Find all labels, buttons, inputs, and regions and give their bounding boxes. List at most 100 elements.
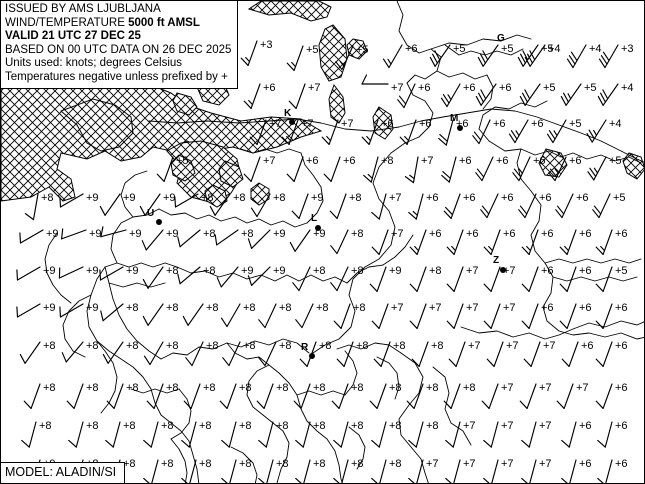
station-temperature: +6	[579, 302, 592, 314]
wind-barb	[220, 303, 241, 328]
station-temperature: +5	[613, 192, 626, 204]
station-temperature: +8	[43, 382, 56, 394]
station-temperature: +7	[301, 118, 314, 130]
station-temperature: +9	[273, 265, 286, 277]
city-dot	[315, 225, 321, 231]
header-line-valid: VALID 21 UTC 27 DEC 25	[5, 30, 141, 43]
station-temperature: +8	[429, 265, 442, 277]
city-dot	[500, 267, 506, 273]
wind-barb	[247, 229, 271, 249]
wind-barb	[363, 156, 379, 183]
station-temperature: +6	[429, 228, 442, 240]
station-temperature: +8	[126, 382, 139, 394]
wind-barb	[330, 229, 349, 255]
station-temperature: +6	[405, 43, 418, 55]
wind-barb	[258, 303, 277, 329]
wind-barb	[595, 383, 613, 410]
wind-barb	[333, 459, 349, 483]
station-temperature: +8	[276, 382, 289, 394]
wind-barb	[561, 341, 579, 368]
wind-barb	[483, 229, 501, 256]
station-temperature: +8	[276, 458, 289, 470]
wind-barb	[295, 303, 314, 329]
station-temperature: +8	[126, 302, 139, 314]
wind-barb	[146, 383, 164, 410]
station-temperature: +7	[463, 420, 476, 432]
station-temperature: +4	[589, 43, 602, 55]
wind-barb	[486, 341, 504, 368]
wind-barb	[371, 303, 389, 330]
station-temperature: +9	[43, 302, 56, 314]
station-temperature: +6	[533, 155, 546, 167]
wind-barb	[143, 341, 164, 366]
wind-barb	[295, 421, 311, 448]
station-temperature: +7	[421, 155, 434, 167]
wind-barb	[559, 303, 577, 330]
wind-barb	[321, 119, 339, 146]
station-temperature: +8	[243, 302, 256, 314]
station-temperature: +8	[279, 340, 292, 352]
wind-barb	[221, 459, 237, 483]
wind-barb	[335, 45, 354, 71]
station-temperature: +8	[381, 155, 394, 167]
wind-barb	[597, 459, 613, 483]
wind-barb	[21, 421, 37, 448]
station-temperature: +7	[506, 340, 519, 352]
city-dot	[309, 353, 315, 359]
station-temperature: +8	[389, 458, 402, 470]
wind-barb	[561, 459, 577, 483]
wind-barb	[598, 44, 619, 69]
station-temperature: +9	[241, 265, 254, 277]
station-temperature: +5	[176, 155, 189, 167]
station-temperature: +7	[341, 118, 354, 130]
wind-barb	[240, 40, 258, 67]
wind-barb	[560, 83, 582, 106]
wind-barb	[333, 303, 351, 330]
wind-barb	[221, 421, 237, 448]
coastline-and-borders	[44, 1, 644, 483]
station-temperature: +9	[273, 228, 286, 240]
station-temperature: +7	[501, 458, 514, 470]
station-temperature: +9	[89, 228, 102, 240]
wind-barb	[258, 459, 274, 483]
station-temperature: +6	[615, 420, 628, 432]
station-temperature: +8	[166, 340, 179, 352]
wind-barb	[408, 459, 424, 483]
station-temperature: +8	[233, 192, 246, 204]
wind-barb	[289, 229, 311, 252]
station-temperature: +6	[501, 192, 514, 204]
station-temperature: +8	[123, 458, 136, 470]
station-temperature: +7	[539, 458, 552, 470]
station-temperature: +8	[351, 458, 364, 470]
wind-barb	[411, 341, 429, 368]
station-temperature: +7	[391, 302, 404, 314]
station-temperature: +8	[356, 340, 369, 352]
station-temperature: +6	[426, 192, 439, 204]
wind-barb	[209, 193, 231, 216]
wind-barb	[139, 193, 161, 216]
wind-barb	[23, 383, 41, 410]
station-temperature: +5	[584, 82, 597, 94]
station-temperature: +6	[615, 340, 628, 352]
wind-barb	[143, 421, 159, 448]
wind-barb	[219, 383, 237, 410]
station-temperature: +6	[499, 82, 512, 94]
wind-barb	[483, 303, 501, 330]
wind-barb	[369, 383, 387, 410]
station-temperature: +6	[579, 228, 592, 240]
station-temperature: +9	[86, 265, 99, 277]
station-temperature: +4	[609, 118, 622, 130]
station-temperature: +8	[203, 265, 216, 277]
station-temperature: +8	[199, 420, 212, 432]
station-temperature: +9	[86, 192, 99, 204]
station-temperature: +7	[468, 340, 481, 352]
wind-barb	[409, 266, 427, 293]
station-temperature: +8	[43, 340, 56, 352]
station-temperature: +8	[41, 192, 54, 204]
wind-barb	[566, 44, 587, 69]
station-temperature: +6	[463, 82, 476, 94]
wind-barb	[181, 421, 197, 448]
wind-barb	[288, 83, 306, 110]
station-temperature: +6	[615, 228, 628, 240]
